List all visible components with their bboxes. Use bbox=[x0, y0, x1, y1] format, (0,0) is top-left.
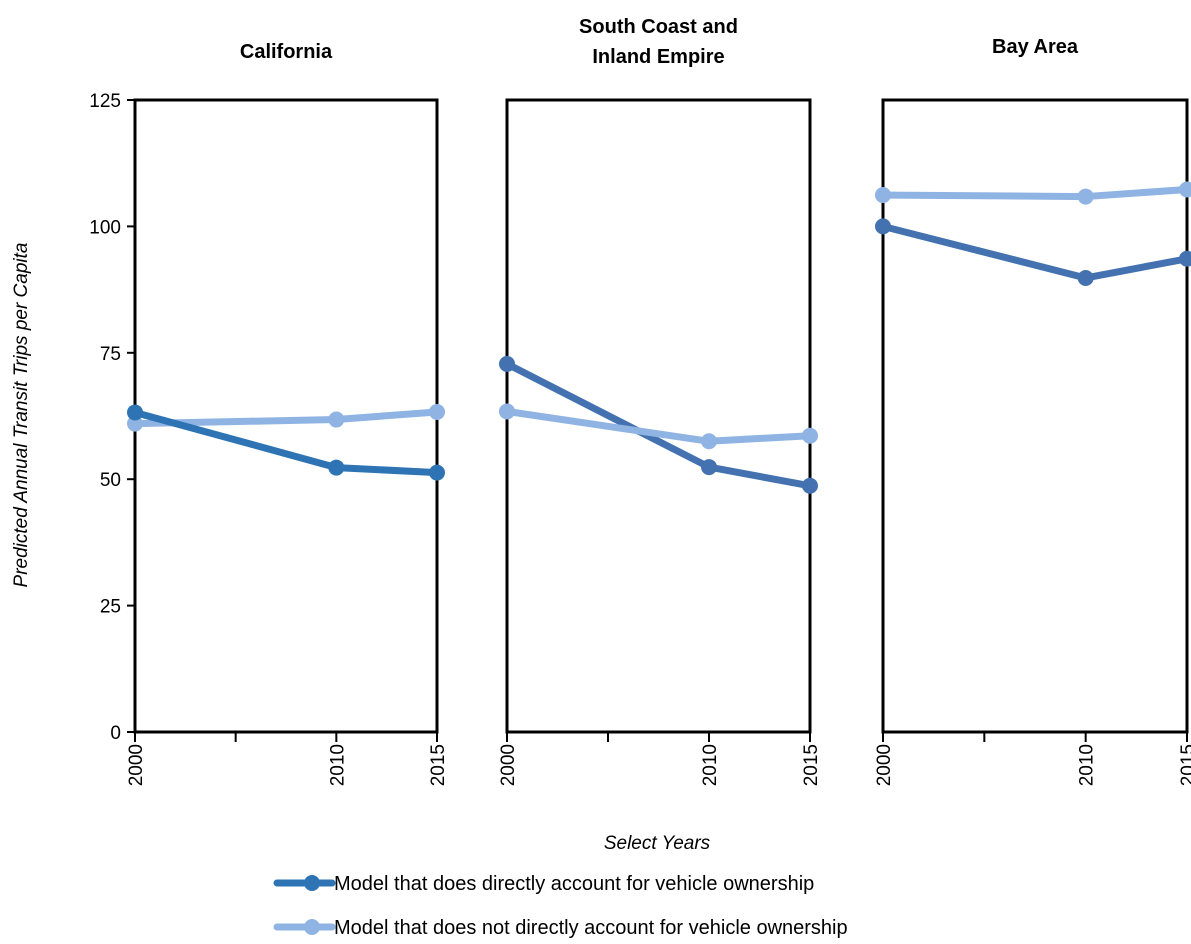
panel-title: Bay Area bbox=[992, 36, 1079, 58]
y-tick-label: 125 bbox=[89, 91, 121, 112]
data-point bbox=[875, 187, 891, 204]
y-axis-title: Predicted Annual Transit Trips per Capit… bbox=[11, 243, 32, 588]
y-tick-label: 100 bbox=[89, 217, 121, 238]
x-tick-label: 2015 bbox=[428, 744, 449, 786]
x-axis-title: Select Years bbox=[604, 833, 711, 854]
panel-title: California bbox=[240, 41, 333, 63]
data-point bbox=[1179, 181, 1191, 198]
y-tick-label: 75 bbox=[100, 344, 121, 365]
series-line bbox=[879, 185, 1191, 201]
data-point bbox=[802, 477, 818, 494]
data-point bbox=[701, 459, 717, 476]
data-point bbox=[127, 404, 143, 421]
data-point bbox=[429, 403, 445, 420]
x-tick-label: 2000 bbox=[874, 744, 895, 786]
data-point bbox=[1179, 250, 1191, 267]
data-point bbox=[1077, 269, 1094, 286]
y-tick-label: 25 bbox=[100, 597, 121, 618]
x-tick-label: 2000 bbox=[126, 744, 147, 786]
legend-label: Model that does directly account for veh… bbox=[334, 873, 814, 895]
panel-3: Bay Area 2000 2010 2015 bbox=[874, 36, 1191, 786]
panels: California 2000 2010 2015 South Coast and Inl… bbox=[126, 16, 1191, 786]
panel-2: South Coast and Inland Empire 2000 2010 2015 bbox=[498, 16, 822, 786]
data-point bbox=[499, 355, 515, 372]
x-tick-label: 2010 bbox=[327, 744, 348, 786]
series-line bbox=[879, 222, 1191, 282]
legend-label: Model that does not directly account for… bbox=[334, 917, 848, 939]
series-indirect bbox=[499, 403, 818, 450]
x-tick-label: 2010 bbox=[700, 744, 721, 786]
series-line bbox=[503, 407, 814, 445]
data-point bbox=[875, 218, 891, 235]
x-tick-label: 2010 bbox=[1077, 744, 1098, 786]
data-point bbox=[1077, 188, 1094, 205]
legend-item: Model that does directly account for veh… bbox=[273, 873, 814, 895]
panel-1: California 2000 2010 2015 bbox=[126, 41, 449, 786]
data-point bbox=[127, 415, 143, 432]
x-tick-label: 2000 bbox=[498, 744, 519, 786]
series-line bbox=[503, 360, 814, 490]
series-indirect bbox=[875, 181, 1191, 205]
series-direct bbox=[127, 404, 445, 481]
panel-title: South Coast and bbox=[579, 16, 738, 38]
x-tick-label: 2015 bbox=[1178, 744, 1191, 786]
data-point bbox=[328, 459, 345, 476]
data-point bbox=[499, 403, 515, 420]
legend-item: Model that does not directly account for… bbox=[273, 917, 848, 939]
y-tick-label: 50 bbox=[100, 470, 121, 491]
legend-marker bbox=[304, 875, 320, 891]
y-axis: 0 25 50 75 100 125 bbox=[89, 91, 135, 744]
y-tick-label: 0 bbox=[110, 723, 121, 744]
legend-marker bbox=[304, 919, 320, 935]
panel-frame bbox=[881, 98, 1189, 734]
data-point bbox=[701, 433, 717, 450]
data-point bbox=[429, 464, 445, 481]
x-tick-label: 2015 bbox=[801, 744, 822, 786]
data-point bbox=[802, 427, 818, 444]
series-indirect bbox=[127, 403, 445, 432]
panel-title: Inland Empire bbox=[592, 46, 724, 68]
series-direct bbox=[499, 355, 818, 494]
data-point bbox=[328, 411, 345, 428]
series-direct bbox=[875, 218, 1191, 286]
legend: Model that does directly account for veh… bbox=[273, 873, 848, 939]
